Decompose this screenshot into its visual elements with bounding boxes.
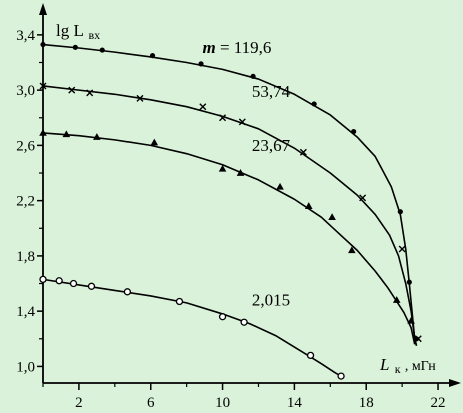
data-point-circle [55, 277, 63, 285]
data-point-circle [240, 318, 248, 326]
data-point-circle [123, 288, 132, 296]
data-point-dot [406, 279, 412, 285]
data-point-triangle [348, 246, 356, 254]
x-axis-title-sub: к [395, 362, 401, 376]
x-tick-label: 2 [75, 395, 83, 411]
data-point-dot [149, 52, 156, 59]
x-tick-label: 22 [431, 395, 446, 411]
data-point-triangle [39, 128, 47, 136]
data-point-cross [238, 118, 246, 126]
y-axis-arrow [39, 3, 47, 15]
data-point-dot [311, 101, 317, 107]
data-point-dot [40, 41, 46, 48]
data-point-circle [337, 372, 345, 380]
data-point-cross [136, 94, 144, 102]
data-point-cross [414, 335, 422, 343]
x-tick-label: 14 [287, 395, 303, 411]
data-point-dot [351, 128, 357, 135]
x-axis-arrow [449, 379, 461, 387]
markers [39, 41, 422, 380]
curves [42, 43, 418, 379]
y-tick-label: 3,4 [16, 28, 35, 44]
data-point-cross [398, 245, 406, 253]
annotations: m = 119,6 53,74 23,67 2,015 [202, 38, 290, 310]
data-point-dot [72, 44, 78, 50]
series-annotation: 2,015 [252, 291, 290, 310]
data-point-cross [219, 114, 227, 122]
data-point-circle [69, 279, 78, 288]
data-point-cross [199, 103, 207, 111]
data-point-circle [87, 282, 96, 290]
data-point-cross [359, 194, 367, 202]
data-point-dot [397, 209, 403, 215]
x-axis-title-unit: , мГн [405, 359, 436, 374]
data-point-dot [99, 47, 105, 53]
y-axis-title-sub: вх [88, 28, 100, 42]
x-tick-label: 6 [147, 395, 155, 411]
annotation-value: = 119,6 [216, 38, 272, 57]
series-annotation: 53,74 [252, 82, 291, 101]
data-point-dot [198, 61, 204, 67]
data-point-cross [39, 82, 47, 90]
tick-labels: 2 6 10 14 18 22 1,0 1,4 1,8 2,2 2,6 3,0 3,4 [16, 28, 445, 411]
data-point-circle [306, 351, 315, 360]
y-tick-label: 1,8 [16, 249, 35, 265]
ticks [37, 34, 439, 390]
data-point-triangle [236, 169, 245, 176]
data-point-triangle [276, 182, 284, 190]
y-tick-label: 1,4 [16, 304, 35, 320]
data-point-triangle [218, 164, 227, 172]
data-point-cross [68, 86, 76, 94]
y-tick-label: 1,0 [16, 359, 35, 375]
data-point-triangle [150, 138, 159, 146]
data-point-cross [86, 89, 94, 97]
data-point-triangle [407, 316, 415, 324]
series-curve [42, 43, 418, 346]
annotation-symbol: m [202, 38, 215, 57]
series-curve [42, 132, 416, 345]
data-point-cross [299, 148, 307, 156]
x-tick-label: 18 [359, 395, 374, 411]
data-point-triangle [304, 202, 313, 209]
series-curve [42, 278, 344, 379]
y-tick-label: 2,2 [16, 194, 35, 210]
data-point-circle [218, 313, 227, 321]
data-point-circle [39, 275, 47, 284]
y-tick-label: 3,0 [16, 83, 35, 99]
data-point-triangle [93, 133, 101, 140]
series-curve [42, 85, 418, 346]
y-axis-title: lg L вх [56, 21, 100, 42]
series-annotation: 23,67 [252, 136, 291, 155]
x-axis-title: L к , мГн [379, 355, 436, 377]
data-point-triangle [62, 130, 71, 138]
data-point-triangle [328, 213, 336, 221]
y-axis-title-main: lg L [56, 21, 83, 40]
data-point-triangle [392, 296, 401, 303]
x-axis-title-main: L [379, 355, 389, 374]
data-point-dot [250, 73, 256, 79]
x-tick-label: 10 [215, 395, 230, 411]
axes [39, 3, 461, 387]
y-tick-label: 2,6 [16, 138, 35, 154]
data-point-circle [175, 297, 184, 306]
series-annotation: m = 119,6 [202, 38, 271, 57]
